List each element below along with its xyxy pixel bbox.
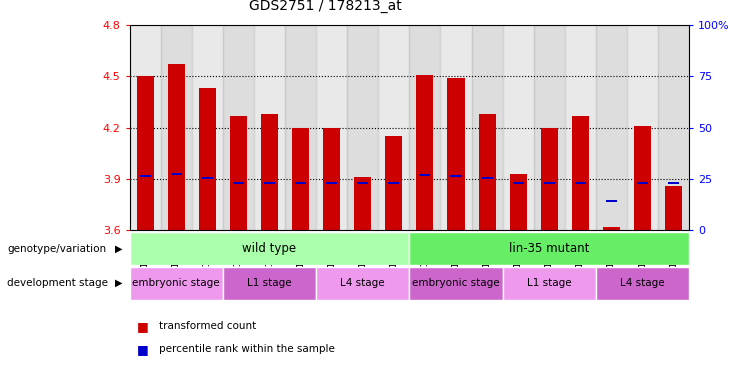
Text: development stage: development stage [7, 278, 108, 288]
Bar [136, 76, 154, 230]
Bar [596, 267, 689, 300]
Bar [192, 25, 223, 230]
Text: ▶: ▶ [115, 243, 122, 254]
Text: genotype/variation: genotype/variation [7, 243, 107, 254]
Bar [419, 174, 431, 176]
Bar [409, 267, 502, 300]
Text: percentile rank within the sample: percentile rank within the sample [159, 344, 335, 354]
Text: ■: ■ [137, 320, 149, 333]
Bar [482, 177, 493, 179]
Bar [544, 182, 555, 184]
Bar [451, 175, 462, 177]
Bar [606, 200, 617, 202]
Bar [409, 232, 689, 265]
Bar [668, 182, 679, 184]
Text: wild type: wild type [242, 242, 296, 255]
Bar [264, 182, 275, 184]
Bar [161, 25, 192, 230]
Bar [502, 25, 534, 230]
Text: lin-35 mutant: lin-35 mutant [509, 242, 589, 255]
Bar [603, 227, 620, 230]
Bar [230, 116, 247, 230]
Bar [634, 126, 651, 230]
Bar [416, 74, 433, 230]
Text: L1 stage: L1 stage [247, 278, 292, 288]
Bar [326, 182, 337, 184]
Bar [223, 267, 316, 300]
Bar [167, 65, 185, 230]
Bar [513, 182, 524, 184]
Bar [130, 25, 161, 230]
Text: L4 stage: L4 stage [620, 278, 665, 288]
Bar [130, 232, 409, 265]
Bar [295, 182, 306, 184]
Bar [572, 116, 589, 230]
Bar [575, 182, 586, 184]
Text: ▶: ▶ [115, 278, 122, 288]
Bar [440, 25, 471, 230]
Bar [502, 267, 596, 300]
Text: GDS2751 / 178213_at: GDS2751 / 178213_at [249, 0, 402, 13]
Bar [223, 25, 254, 230]
Bar [316, 267, 409, 300]
Bar [471, 25, 502, 230]
Bar [665, 186, 682, 230]
Bar [233, 182, 244, 184]
Bar [316, 25, 348, 230]
Bar [323, 127, 340, 230]
Bar [292, 127, 309, 230]
Bar [202, 177, 213, 179]
Bar [409, 25, 440, 230]
Bar [448, 78, 465, 230]
Text: ■: ■ [137, 343, 149, 356]
Text: transformed count: transformed count [159, 321, 256, 331]
Bar [627, 25, 658, 230]
Bar [254, 25, 285, 230]
Bar [170, 173, 182, 175]
Bar [379, 25, 409, 230]
Bar [658, 25, 689, 230]
Text: L1 stage: L1 stage [527, 278, 571, 288]
Bar [139, 175, 150, 177]
Bar [199, 88, 216, 230]
Bar [388, 182, 399, 184]
Bar [534, 25, 565, 230]
Bar [385, 136, 402, 230]
Bar [637, 182, 648, 184]
Bar [357, 182, 368, 184]
Bar [354, 177, 371, 230]
Bar [285, 25, 316, 230]
Bar [348, 25, 379, 230]
Bar [510, 174, 527, 230]
Bar [130, 267, 223, 300]
Bar [479, 114, 496, 230]
Text: L4 stage: L4 stage [340, 278, 385, 288]
Bar [541, 127, 558, 230]
Bar [261, 114, 278, 230]
Bar [596, 25, 627, 230]
Text: embryonic stage: embryonic stage [133, 278, 220, 288]
Text: embryonic stage: embryonic stage [412, 278, 500, 288]
Bar [565, 25, 596, 230]
